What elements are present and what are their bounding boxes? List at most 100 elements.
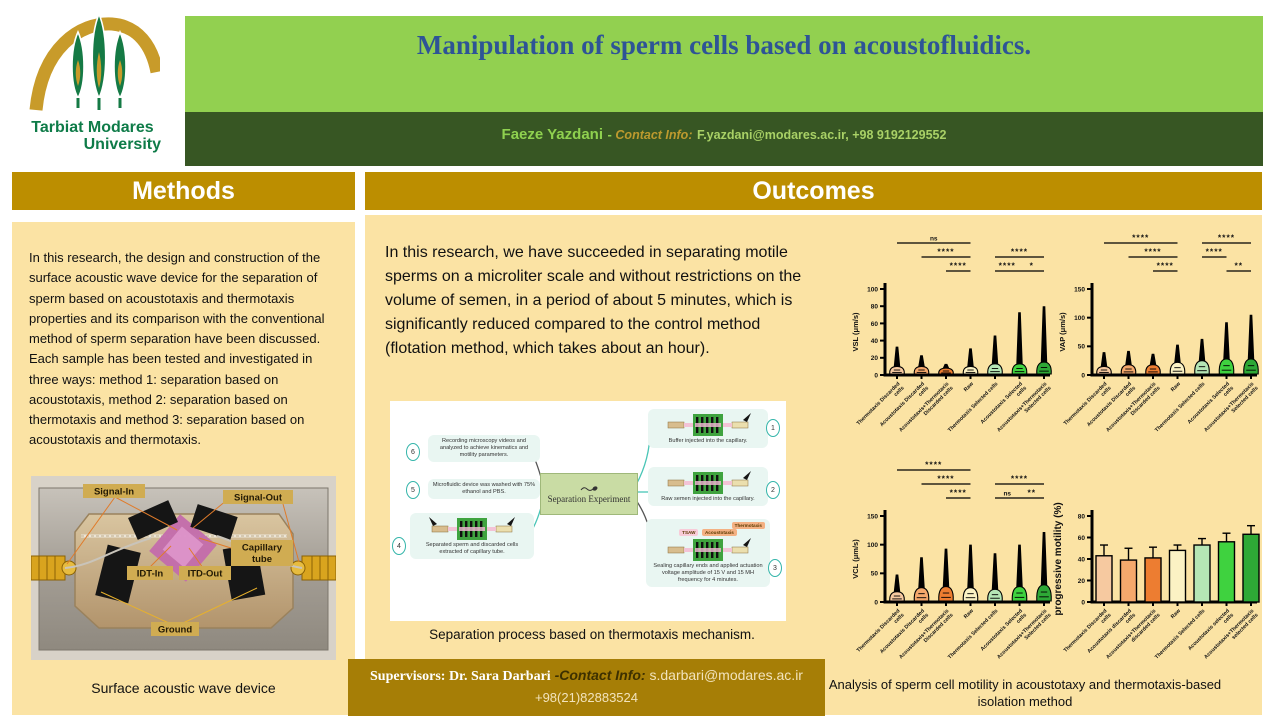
svg-text:50: 50 [871, 571, 879, 578]
svg-text:100: 100 [867, 542, 878, 549]
svg-text:****: **** [937, 247, 954, 257]
svg-text:Capillary: Capillary [242, 543, 283, 554]
svg-text:80: 80 [1078, 513, 1086, 520]
svg-text:Thermotaxis Selected cells: Thermotaxis Selected cells [1154, 608, 1206, 660]
svg-text:Raw: Raw [963, 608, 976, 621]
acoustotaxis-arrow-chip: Acoustotaxis [701, 529, 737, 537]
svg-text:0: 0 [1081, 599, 1085, 606]
diagram-center-label: Separation Experiment [547, 494, 631, 504]
diagram-node-2: Raw semen injected into the capillary. [648, 467, 768, 506]
progressive-motility-bar-chart: 0 20 40 60 80 progressive motility (%) Thermot… [1053, 502, 1260, 661]
node-number-badge: 2 [766, 481, 780, 499]
diagram-node-6: Recording microscopy videos and analyzed… [428, 435, 540, 462]
saw-device-photo-drawing: Signal-In Signal-Out Capillary tube IDT-… [30, 476, 337, 660]
svg-text:**: ** [1027, 488, 1036, 498]
microfluidic-device-icon [667, 471, 751, 494]
diagram-node-3-text: Sealing capillary ends and applied actua… [653, 562, 763, 583]
svg-text:VCL (μm/s): VCL (μm/s) [851, 539, 860, 579]
supervisors-label: Supervisors: Dr. Sara Darbari [370, 669, 551, 684]
svg-text:100: 100 [867, 286, 878, 293]
svg-text:****: **** [1144, 247, 1161, 257]
svg-text:40: 40 [1078, 556, 1086, 563]
photo-label-signal-out: Signal-Out [223, 490, 293, 504]
svg-text:VAP (μm/s): VAP (μm/s) [1058, 312, 1067, 352]
svg-text:****: **** [937, 474, 954, 484]
author-band: Faeze Yazdani - Contact Info: F.yazdani@… [185, 112, 1263, 166]
svg-text:Raw: Raw [1170, 381, 1183, 394]
methods-heading: Methods [132, 176, 235, 205]
svg-text:tube: tube [252, 554, 272, 565]
svg-text:150: 150 [867, 513, 878, 520]
logo-line2: University [83, 135, 161, 153]
svg-text:Ground: Ground [158, 625, 192, 636]
svg-text:****: **** [1157, 261, 1174, 271]
methods-panel: In this research, the design and constru… [12, 222, 355, 715]
diagram-caption: Separation process based on thermotaxis … [429, 627, 755, 642]
sma-connector-right-icon [290, 555, 337, 581]
outcomes-heading: Outcomes [752, 176, 875, 205]
svg-text:20: 20 [1078, 578, 1086, 585]
diagram-node-4: Separated sperm and discarded cells extr… [410, 513, 534, 559]
svg-text:IDT-In: IDT-In [137, 569, 164, 580]
supervisors-contact-label: Contact Info: [559, 667, 646, 683]
svg-text:Thermotaxis Selected cells: Thermotaxis Selected cells [947, 608, 999, 660]
svg-text:Raw: Raw [1170, 608, 1183, 621]
saw-device-photo: Signal-In Signal-Out Capillary tube IDT-… [30, 476, 337, 660]
svg-text:****: **** [950, 261, 967, 271]
node-number-badge: 1 [766, 419, 780, 437]
svg-text:ns: ns [930, 236, 938, 243]
contact-info-value: F.yazdani@modares.ac.ir, +98 9192129552 [696, 128, 947, 142]
svg-text:20: 20 [871, 355, 879, 362]
svg-text:****: **** [1218, 233, 1235, 243]
sperm-icon [580, 486, 598, 491]
outcomes-paragraph: In this research, we have succeeded in s… [385, 244, 802, 357]
supervisors-bar: Supervisors: Dr. Sara Darbari -Contact I… [348, 659, 825, 716]
svg-text:****: **** [1206, 247, 1223, 257]
photo-caption: Surface acoustic wave device [91, 680, 276, 696]
methods-section-header: Methods [12, 172, 355, 210]
svg-text:60: 60 [1078, 535, 1086, 542]
svg-text:0: 0 [874, 599, 878, 606]
node-number-badge: 6 [406, 443, 420, 461]
contact-info-label: Contact Info: [615, 128, 693, 142]
diagram-node-3: Thermotaxis TSAW Acoustotaxis Sealing ca… [646, 519, 770, 587]
header-band: Manipulation of sperm cells based on aco… [185, 16, 1263, 112]
svg-text:*: * [1030, 261, 1034, 271]
diagram-node-4-text: Separated sperm and discarded cells extr… [425, 542, 519, 555]
sma-connector-left-icon [30, 555, 77, 581]
poster-title: Manipulation of sperm cells based on aco… [416, 30, 1032, 60]
diagram-node-5: Microfluidic device was washed with 75% … [428, 479, 540, 499]
diagram-node-1-text: Buffer injected into the capillary. [668, 438, 748, 444]
svg-text:150: 150 [1074, 286, 1085, 293]
svg-text:50: 50 [1078, 344, 1086, 351]
supervisors-phone: +98(21)82883524 [534, 690, 638, 705]
microfluidic-device-icon [429, 517, 515, 540]
photo-label-ground: Ground [151, 622, 199, 636]
thermotaxis-arrow-chip: Thermotaxis [731, 522, 765, 529]
svg-text:progressive motility (%): progressive motility (%) [1053, 502, 1064, 615]
outcomes-section-header: Outcomes [365, 172, 1262, 210]
svg-text:Thermotaxis Selected cells: Thermotaxis Selected cells [1154, 381, 1206, 433]
diagram-node-2-text: Raw semen injected into the capillary. [661, 496, 755, 502]
svg-text:40: 40 [871, 338, 879, 345]
photo-label-capillary-tube: Capillary tube [231, 540, 293, 566]
svg-text:0: 0 [1081, 372, 1085, 379]
university-logo: Tarbiat Modares University [0, 0, 185, 172]
author-name: Faeze Yazdani [501, 126, 603, 143]
charts-caption: Analysis of sperm cell motility in acous… [828, 677, 1222, 709]
photo-label-idt-in: IDT-In [127, 566, 173, 580]
tarbiat-modares-logo-icon [29, 11, 160, 111]
diagram-node-1: Buffer injected into the capillary. [648, 409, 768, 448]
methods-paragraph: In this research, the design and constru… [29, 250, 325, 448]
svg-text:60: 60 [871, 321, 879, 328]
svg-text:0: 0 [874, 372, 878, 379]
svg-text:****: **** [1011, 247, 1028, 257]
logo-line1: Tarbiat Modares [31, 119, 154, 136]
svg-text:Signal-In: Signal-In [94, 487, 134, 498]
svg-text:80: 80 [871, 304, 879, 311]
svg-text:Thermotaxis Selected cells: Thermotaxis Selected cells [947, 381, 999, 433]
photo-label-itd-out: ITD-Out [179, 566, 231, 580]
outcomes-panel: In this research, we have succeeded in s… [365, 215, 1262, 715]
